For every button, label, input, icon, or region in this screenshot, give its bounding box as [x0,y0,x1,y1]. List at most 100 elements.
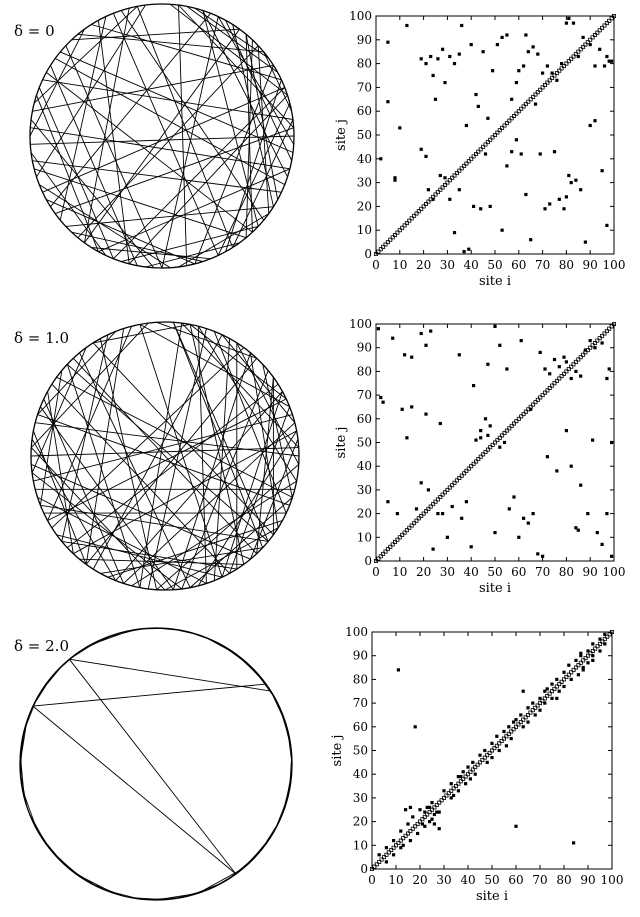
diagonal-point [559,66,564,71]
y-tick-label: 100 [349,9,372,23]
data-point [493,531,497,535]
network-edge [145,242,240,268]
y-tick-label: 10 [357,530,372,544]
diagonal-point [523,715,528,720]
data-point [376,327,380,331]
diagonal-point [528,97,533,102]
data-point [405,436,409,440]
data-point [486,433,490,437]
data-point [478,753,482,757]
diagonal-point [384,852,389,857]
data-point [401,843,405,847]
network-edge [128,94,288,265]
data-point [456,775,460,779]
diagonal-point [538,701,543,706]
data-point [486,116,490,120]
data-point [430,817,434,821]
diagonal-point [545,80,550,85]
data-point [526,521,530,525]
diagonal-point [457,168,462,173]
network-circle-delta-2: δ = 2.0 [14,627,293,901]
data-point [541,554,545,558]
data-point [586,661,590,665]
data-point [574,369,578,373]
data-point [593,64,597,68]
network-edge [197,325,297,482]
data-point [507,507,511,511]
data-point [428,820,432,824]
diagonal-point [602,637,607,642]
data-point [498,445,502,449]
data-point [557,689,561,693]
data-point [441,47,445,51]
diagonal-point [409,216,414,221]
diagonal-point [403,833,408,838]
diagonal-point [586,653,591,658]
y-axis-label: site j [334,119,349,151]
y-axis-label: site j [334,427,349,459]
diagonal-point [521,412,526,417]
diagonal-point [573,359,578,364]
data-point [519,339,523,343]
data-point [579,651,583,655]
y-tick-label: 20 [353,815,368,829]
data-point [567,173,571,178]
x-tick-label: 60 [511,258,526,272]
data-point [569,464,573,468]
diagonal-point [476,457,481,462]
diagonal-point [373,251,378,256]
network-edge [32,430,87,565]
diagonal-point [535,90,540,95]
data-point [490,741,494,745]
data-point [488,204,492,208]
data-point [541,71,545,75]
data-point [429,54,433,59]
diagonal-point [543,83,548,88]
diagonal-point [533,400,538,405]
data-point [426,188,430,192]
x-tick-label: 20 [412,873,427,887]
diagonal-point [504,428,509,433]
network-edge [46,199,195,265]
diagonal-point [381,551,386,556]
data-point [472,204,476,208]
diagonal-point [605,634,610,639]
diagonal-point [473,151,478,156]
diagonal-point [573,52,578,57]
x-axis-label: site i [479,274,511,289]
data-point [509,737,513,741]
data-point [581,665,585,670]
data-point [564,429,568,433]
data-point [536,52,540,56]
data-point [399,829,403,833]
data-point [586,512,590,516]
diagonal-point [562,371,567,376]
data-point [603,632,607,636]
diagonal-point [562,677,567,682]
data-point [555,78,559,82]
data-point [557,197,561,201]
network-edge [164,527,279,591]
diagonal-point [509,729,514,734]
diagonal-point [576,663,581,668]
network-edge [68,658,237,875]
x-tick-label: 40 [464,565,479,579]
data-point [543,207,547,211]
data-point [448,197,452,201]
network-edge [138,627,165,630]
data-point [379,395,383,400]
data-point [381,400,385,404]
data-point [464,782,468,786]
data-point [476,104,480,108]
diagonal-point [373,559,378,564]
network-edge [107,520,283,578]
data-point [431,547,435,551]
diagonal-point [564,61,569,66]
network-edge [77,33,264,53]
data-point [514,718,518,722]
diagonal-point [533,705,538,710]
data-point [605,223,609,227]
y-tick-label: 60 [357,104,372,118]
diagonal-point [410,826,415,831]
plot-frame [375,323,615,562]
